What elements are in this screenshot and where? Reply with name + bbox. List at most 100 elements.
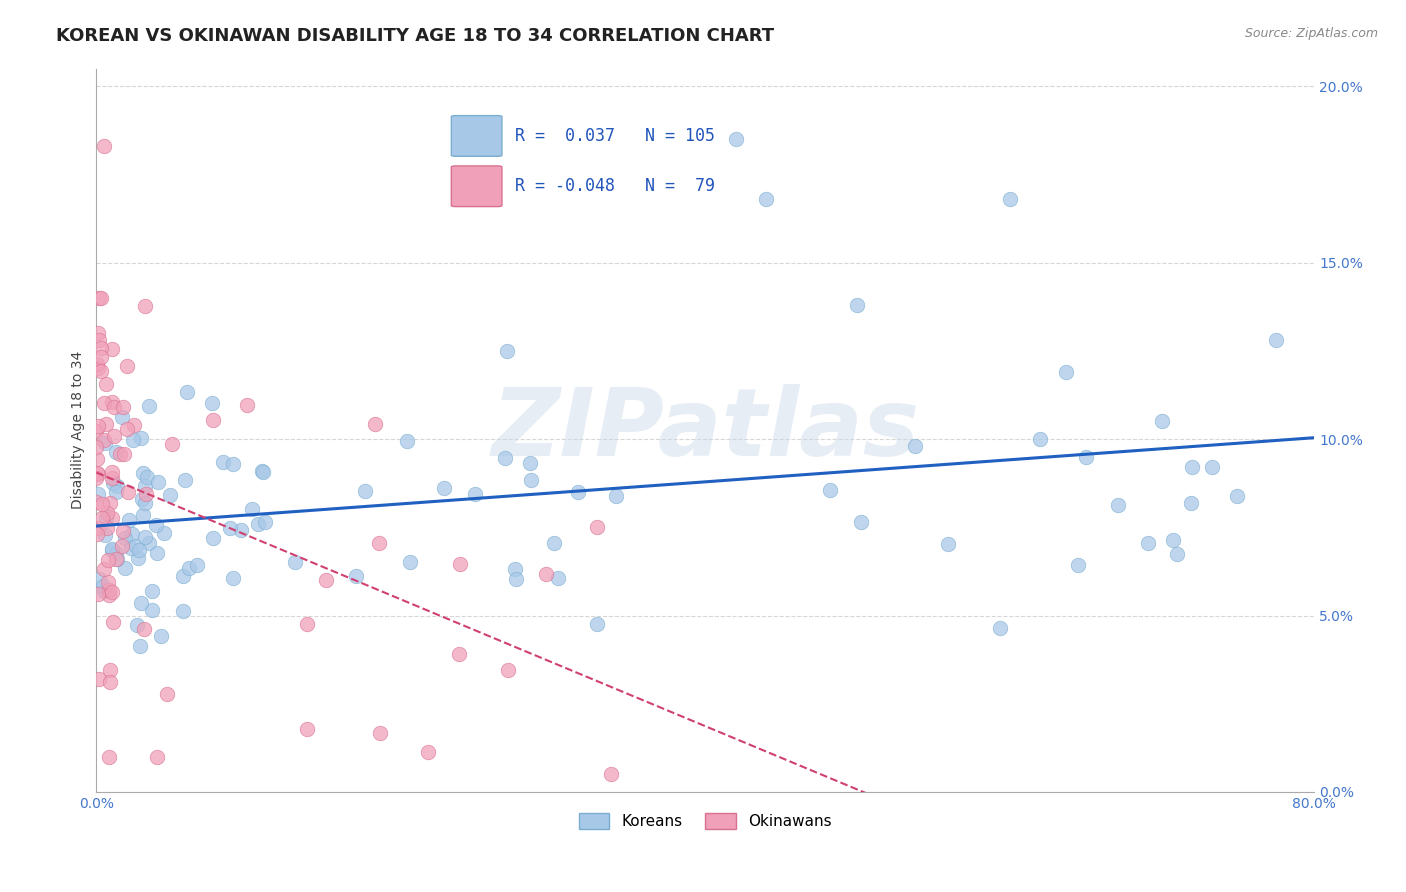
Point (176, 385, 198, 400)
Point (93, 396, 115, 410)
Point (433, 481, 456, 495)
Point (145, 518, 167, 533)
Point (120, 541, 142, 556)
Point (505, 572, 527, 586)
Text: R = -0.048   N =  79: R = -0.048 N = 79 (515, 178, 714, 195)
Point (108, 447, 131, 461)
Point (90, 341, 112, 355)
Point (368, 726, 391, 740)
Point (364, 417, 387, 431)
Text: KOREAN VS OKINAWAN DISABILITY AGE 18 TO 34 CORRELATION CHART: KOREAN VS OKINAWAN DISABILITY AGE 18 TO … (56, 27, 775, 45)
Point (89, 673, 111, 687)
Point (86, 471, 108, 485)
Point (160, 437, 183, 451)
Point (87, 326, 110, 341)
Point (201, 396, 224, 410)
Point (134, 479, 156, 493)
Point (105, 444, 128, 458)
Point (141, 583, 163, 598)
Point (605, 489, 627, 503)
Point (464, 487, 486, 501)
Point (222, 458, 245, 472)
Point (86, 495, 108, 509)
Point (87, 418, 110, 433)
Point (1029, 432, 1052, 446)
Point (354, 483, 377, 498)
Point (253, 515, 276, 529)
Point (153, 526, 176, 541)
Point (240, 501, 263, 516)
Point (90, 351, 112, 365)
Point (97, 588, 120, 602)
Point (87, 586, 110, 600)
Point (520, 474, 543, 488)
Point (134, 530, 156, 544)
Point (101, 585, 124, 599)
Point (90, 291, 112, 305)
Point (86, 466, 108, 480)
Point (416, 745, 439, 759)
Point (103, 475, 125, 490)
Point (96, 521, 118, 535)
Point (98, 496, 121, 510)
Point (155, 687, 177, 701)
Point (132, 508, 155, 522)
Point (1107, 499, 1129, 513)
Point (150, 629, 173, 643)
Point (104, 552, 127, 566)
Point (212, 455, 235, 469)
Point (96, 377, 118, 392)
Point (91, 511, 114, 525)
Point (134, 496, 156, 510)
Legend: Koreans, Okinawans: Koreans, Okinawans (572, 806, 838, 835)
Point (849, 516, 872, 530)
Point (146, 546, 169, 560)
Point (174, 473, 197, 487)
Point (295, 722, 318, 736)
Point (141, 603, 163, 617)
Point (134, 299, 156, 313)
Point (101, 471, 124, 485)
Point (496, 343, 519, 358)
Point (1136, 535, 1159, 549)
Point (936, 537, 959, 551)
Point (97, 749, 120, 764)
Point (89, 572, 111, 586)
Point (122, 434, 145, 448)
Point (86, 526, 108, 541)
Point (98, 583, 121, 598)
Point (132, 466, 155, 480)
Point (818, 483, 841, 497)
Point (112, 447, 135, 461)
Point (86, 440, 108, 454)
Point (503, 562, 526, 576)
Point (96, 417, 118, 431)
Text: R =  0.037   N = 105: R = 0.037 N = 105 (515, 127, 714, 145)
Point (114, 531, 136, 545)
Point (93, 561, 115, 575)
Point (111, 524, 134, 539)
Point (115, 421, 138, 435)
Point (87, 521, 110, 535)
Point (96, 507, 118, 521)
Point (1161, 533, 1184, 547)
Point (93, 436, 115, 450)
Point (399, 555, 422, 569)
Point (1265, 333, 1288, 347)
Point (100, 465, 122, 479)
Point (246, 516, 269, 531)
Point (201, 413, 224, 427)
Point (231, 523, 253, 537)
Point (496, 663, 519, 677)
Point (105, 552, 128, 566)
Point (97, 574, 120, 589)
Point (138, 399, 160, 413)
Point (86, 357, 108, 371)
Point (903, 439, 925, 453)
Point (97, 552, 120, 566)
Point (89, 291, 111, 305)
FancyBboxPatch shape (451, 116, 502, 156)
Point (219, 520, 242, 534)
Point (131, 491, 153, 506)
Point (135, 487, 157, 501)
